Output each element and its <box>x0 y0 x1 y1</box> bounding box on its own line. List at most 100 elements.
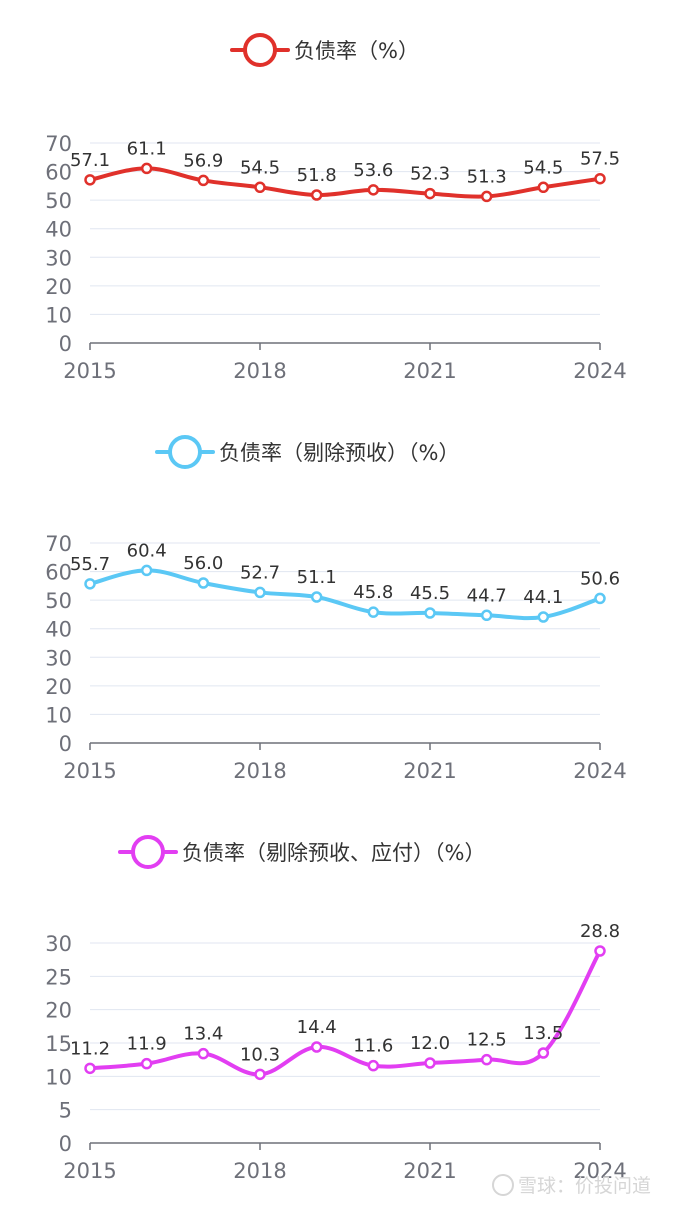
y-tick-label: 10 <box>45 1065 72 1089</box>
legend-circle-icon <box>243 33 277 67</box>
data-label: 44.1 <box>523 587 563 608</box>
x-tick-label: 2018 <box>233 1159 286 1183</box>
data-point <box>367 606 380 618</box>
data-point <box>480 609 493 622</box>
data-label: 61.1 <box>127 138 167 159</box>
data-point <box>310 591 323 603</box>
data-point <box>310 1041 323 1053</box>
y-tick-label: 60 <box>45 161 72 185</box>
data-label: 11.2 <box>70 1038 110 1059</box>
legend-circle-icon <box>168 435 202 469</box>
data-label: 52.7 <box>240 562 280 583</box>
data-point <box>537 611 550 623</box>
legend: 负债率（剔除预收、应付）（%） <box>118 835 485 869</box>
y-tick-label: 0 <box>59 732 72 756</box>
y-tick-label: 10 <box>45 703 72 727</box>
x-tick-label: 2021 <box>403 759 456 783</box>
series-line <box>88 568 602 621</box>
data-label: 11.9 <box>127 1034 167 1055</box>
x-tick-label: 2015 <box>63 1159 116 1183</box>
data-point <box>480 190 493 203</box>
data-label: 11.6 <box>353 1036 393 1057</box>
data-point <box>480 1053 493 1066</box>
data-label: 56.0 <box>183 553 223 574</box>
data-label: 45.5 <box>410 583 450 604</box>
x-tick-label: 2018 <box>233 359 286 383</box>
data-point <box>594 945 606 957</box>
data-label: 14.4 <box>297 1017 337 1038</box>
data-point <box>594 172 606 185</box>
data-point <box>197 174 210 187</box>
y-tick-label: 70 <box>45 132 72 156</box>
data-point <box>424 607 436 619</box>
y-tick-label: 30 <box>45 646 72 670</box>
y-tick-label: 0 <box>59 332 72 356</box>
data-label: 55.7 <box>70 554 110 575</box>
data-point <box>424 1057 436 1069</box>
data-label: 10.3 <box>240 1044 280 1065</box>
series-line <box>88 949 602 1077</box>
y-tick-label: 20 <box>45 999 72 1023</box>
data-point <box>84 1062 96 1075</box>
legend: 负债率（剔除预收）（%） <box>155 435 459 469</box>
legend: 负债率（%） <box>230 33 419 67</box>
data-label: 51.8 <box>297 165 337 186</box>
data-point <box>594 592 606 605</box>
data-label: 60.4 <box>127 540 167 561</box>
x-tick-label: 2015 <box>63 359 116 383</box>
data-point <box>254 181 266 194</box>
x-tick-label: 2015 <box>63 759 116 783</box>
data-point <box>537 1047 550 1059</box>
data-point <box>367 1059 380 1072</box>
data-point <box>254 1068 266 1081</box>
y-tick-label: 15 <box>45 1032 72 1056</box>
data-label: 53.6 <box>353 160 393 181</box>
data-label: 28.8 <box>580 921 620 942</box>
data-label: 54.5 <box>523 157 563 178</box>
data-label: 12.0 <box>410 1033 450 1054</box>
data-label: 13.5 <box>523 1023 563 1044</box>
data-label: 57.5 <box>580 149 620 170</box>
data-label: 51.3 <box>467 166 507 187</box>
chart-3: 负债率（剔除预收、应付）（%） 0 5 10 15 20 25 30 2015 2018 2021 2… <box>45 835 627 1183</box>
data-label: 12.5 <box>467 1030 507 1051</box>
snowball-logo-icon <box>492 1174 514 1196</box>
y-tick-label: 20 <box>45 275 72 299</box>
y-tick-label: 25 <box>45 965 72 989</box>
legend-circle-icon <box>131 835 165 869</box>
x-tick-label: 2024 <box>573 359 626 383</box>
x-tick-label: 2021 <box>403 359 456 383</box>
y-tick-label: 40 <box>45 618 72 642</box>
data-point <box>254 586 266 599</box>
y-tick-label: 30 <box>45 246 72 270</box>
data-label: 52.3 <box>410 164 450 185</box>
y-tick-label: 30 <box>45 932 72 956</box>
watermark-text: 雪球：价投问道 <box>518 1175 651 1197</box>
data-label: 13.4 <box>183 1024 223 1045</box>
data-point <box>537 181 550 194</box>
y-tick-label: 0 <box>59 1132 72 1156</box>
data-label: 51.1 <box>297 567 337 588</box>
watermark: 雪球：价投问道 <box>492 1174 651 1197</box>
y-tick-label: 50 <box>45 189 72 213</box>
x-tick-label: 2018 <box>233 759 286 783</box>
x-tick-label: 2024 <box>573 1159 626 1183</box>
data-label: 57.1 <box>70 150 110 171</box>
y-tick-label: 40 <box>45 218 72 242</box>
data-point <box>84 174 96 186</box>
y-tick-label: 20 <box>45 675 72 699</box>
data-point <box>140 564 153 577</box>
data-point <box>197 577 210 589</box>
chart-2: 负债率（剔除预收）（%） 0 10 20 30 40 50 60 70 2015 2018 2021 2… <box>45 435 627 783</box>
chart-1: 负债率（%） 0 10 20 30 40 50 60 70 2015 2018 2021 2024 57.… <box>45 33 627 383</box>
x-tick-label: 2024 <box>573 759 626 783</box>
data-point <box>310 189 323 201</box>
data-point <box>197 1047 210 1060</box>
data-point <box>424 187 436 200</box>
data-label: 54.5 <box>240 157 280 178</box>
legend-label: 负债率（剔除预收、应付）（%） <box>182 841 485 865</box>
data-label: 44.7 <box>467 585 507 606</box>
y-tick-label: 50 <box>45 589 72 613</box>
legend-label: 负债率（剔除预收）（%） <box>219 441 459 465</box>
